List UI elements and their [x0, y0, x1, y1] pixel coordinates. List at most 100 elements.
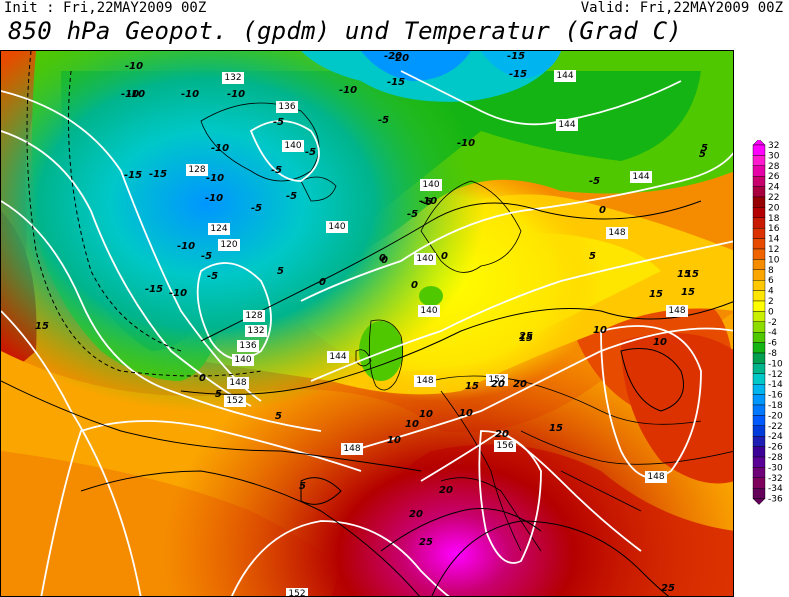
isotherm [1, 380, 422, 472]
geopotential-label: 136 [278, 102, 295, 112]
temperature-label: -5 [378, 115, 389, 126]
geopotential-label: 140 [422, 180, 439, 190]
contour-line [1, 90, 262, 402]
isotherm [620, 348, 684, 412]
temperature-label: -10 [169, 288, 187, 299]
legend-label: 30 [768, 151, 780, 161]
valid-time: Valid: Fri,22MAY2009 00Z [580, 0, 783, 16]
north-sea-cold-patch [419, 286, 443, 306]
temperature-label: -6 [421, 197, 432, 208]
legend-swatch [752, 331, 766, 343]
temperature-label: 15 [549, 423, 563, 434]
temperature-label: 10 [405, 419, 419, 430]
legend-label: 16 [768, 224, 780, 234]
legend-label: 28 [768, 162, 780, 172]
temperature-label: 0 [599, 205, 606, 216]
weather-map[interactable]: 132 136 140 144 128 124 120 140 148 152 … [0, 50, 734, 597]
legend-label: 32 [768, 141, 779, 151]
temperature-label: -10 [205, 193, 223, 204]
legend-swatch [752, 394, 766, 406]
geopotential-label: 132 [247, 326, 264, 336]
legend-label: 14 [768, 235, 780, 245]
temperature-label: 0 [411, 280, 418, 291]
isotherm [300, 477, 342, 505]
legend-label: -36 [768, 495, 783, 505]
map-title: 850 hPa Geopot. (gpdm) und Temperatur (G… [8, 17, 682, 45]
temperature-label: 5 [699, 149, 706, 160]
temperature-label: -5 [273, 117, 284, 128]
legend-swatch [752, 373, 766, 385]
legend-swatch [752, 456, 766, 468]
legend-top-arrow [752, 138, 766, 146]
geopotential-label: 120 [220, 240, 237, 250]
contour-line [40, 420, 362, 596]
contour-line [1, 200, 322, 432]
isotherm [431, 520, 670, 596]
temperature-label: 20 [495, 429, 509, 440]
legend-label: 12 [768, 245, 779, 255]
legend-swatch [752, 477, 766, 489]
temperature-label: -10 [127, 89, 145, 100]
geopotential-label: 124 [210, 224, 227, 234]
legend-label: -14 [768, 380, 783, 390]
geopotential-label: 128 [188, 165, 205, 175]
temperature-label: -5 [251, 203, 262, 214]
temperature-labels: -10 -10 -10 -10 -10 -15 -15 -10 -10 -5 -… [35, 51, 708, 594]
geopotential-label: 148 [416, 376, 433, 386]
legend-label: 10 [768, 255, 780, 265]
temperature-label: -5 [271, 165, 282, 176]
map-canvas: 132 136 140 144 128 124 120 140 148 152 … [1, 51, 733, 596]
legend-swatch [752, 144, 766, 156]
legend-label: 20 [768, 203, 780, 213]
temperature-label: 5 [701, 143, 708, 154]
isotherm [26, 51, 262, 377]
temperature-label: 0 [381, 255, 388, 266]
legend-label: -24 [768, 432, 783, 442]
legend-label: 24 [768, 183, 780, 193]
legend-label: 26 [768, 172, 780, 182]
temperature-label: 5 [277, 266, 284, 277]
geopotential-label: 152 [226, 396, 243, 406]
temperature-contours [1, 51, 733, 596]
legend-label: 0 [768, 307, 774, 317]
temperature-label: -10 [177, 241, 195, 252]
legend-label: -34 [768, 484, 783, 494]
legend-swatch [752, 446, 766, 458]
contour-line [196, 262, 272, 360]
isotherm [380, 508, 542, 552]
coast-mediterranean [440, 470, 642, 552]
geopotential-label: 136 [239, 341, 256, 351]
temperature-label: 0 [199, 373, 206, 384]
contour-line [350, 327, 733, 452]
geopotential-label: 132 [224, 73, 241, 83]
legend-swatch [752, 404, 766, 416]
geopotential-label: 148 [229, 378, 246, 388]
coast-scandinavia [420, 180, 522, 273]
geopotential-label: 140 [328, 222, 345, 232]
temperature-label: 10 [459, 408, 473, 419]
legend-label: -2 [768, 318, 777, 328]
geopotential-label: 156 [496, 441, 513, 451]
legend-swatch [752, 415, 766, 426]
legend-swatch [752, 352, 766, 364]
legend-label: -6 [768, 339, 777, 349]
geopotential-label: 144 [632, 172, 649, 182]
legend-label: 8 [768, 266, 774, 276]
coast-europe [430, 375, 733, 552]
temperature-label: -15 [149, 169, 167, 180]
temperature-label: 10 [593, 325, 607, 336]
contour-line [400, 70, 682, 126]
temperature-label: 15 [519, 333, 533, 344]
geopotential-label: 152 [488, 375, 505, 385]
temperature-label: 5 [215, 389, 222, 400]
contour-line [300, 152, 733, 302]
legend-bottom-arrow [752, 498, 766, 505]
legend-label: 22 [768, 193, 779, 203]
temperature-label: 25 [419, 537, 433, 548]
contour-line [230, 520, 450, 596]
geopotential-label: 148 [668, 306, 685, 316]
contour-line [310, 240, 733, 382]
geopotential-label: 144 [329, 352, 346, 362]
legend-label: 18 [768, 214, 780, 224]
northeast-cold-patch [481, 51, 561, 79]
